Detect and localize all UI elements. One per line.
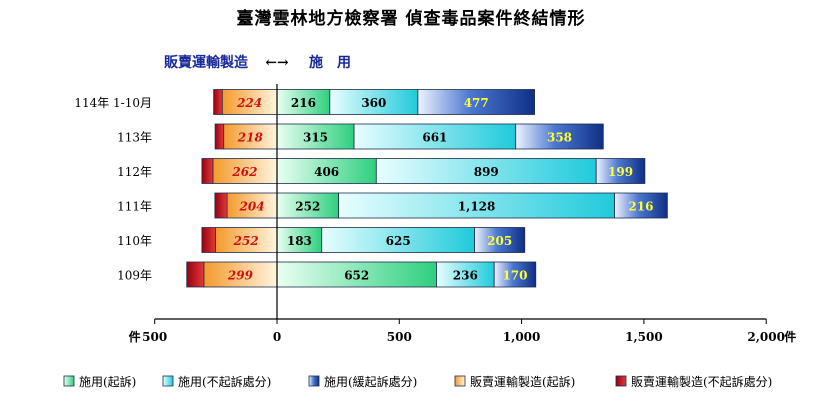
- data-label: 224: [236, 96, 262, 110]
- data-label: 899: [474, 165, 499, 179]
- legend-swatch: [63, 375, 75, 387]
- data-label: 218: [237, 131, 264, 145]
- bar-segment: [375, 158, 597, 184]
- bar-segment: [515, 123, 604, 150]
- bar-segment: [338, 192, 615, 219]
- data-label: 170: [502, 269, 527, 283]
- data-label: 199: [608, 165, 633, 179]
- bar-segment: [276, 123, 355, 150]
- x-axis: 500 0 500 1,000 1,500 2,000件件: [129, 318, 796, 344]
- legend-entry: 施用(不起訴處分): [178, 374, 271, 389]
- tick-label: 500: [142, 330, 167, 344]
- bar-segment: [321, 227, 476, 253]
- bar-segment: [223, 123, 278, 150]
- data-label: 661: [422, 131, 447, 145]
- bar-segment: [329, 89, 419, 115]
- bar-segment: [436, 261, 495, 288]
- direction-arrow: ←→: [265, 55, 289, 71]
- legend-entry: 施用(起訴): [79, 374, 136, 389]
- axis-unit-right: 件: [784, 329, 796, 344]
- category-label: 113年: [117, 131, 152, 145]
- bar-segment: [212, 158, 278, 184]
- category-label: 112年: [117, 165, 152, 179]
- data-label: 360: [361, 96, 386, 110]
- category-label: 109年: [117, 269, 152, 283]
- data-label: 477: [464, 96, 489, 110]
- tick-label: 1,500: [625, 330, 663, 344]
- chart-title: 臺灣雲林地方檢察署 偵查毒品案件終結情形: [236, 9, 586, 29]
- bar-segment: [276, 192, 340, 219]
- bar-segment: [201, 227, 216, 253]
- data-label: 204: [239, 200, 265, 214]
- bar-segment: [214, 192, 228, 219]
- tick-label: 500: [387, 330, 412, 344]
- bar-segment: [493, 261, 537, 288]
- data-label: 315: [303, 131, 328, 145]
- bars-layer: 114年 1-10月 216 360 477 224 113年 315 661 358 218 11…: [74, 84, 668, 319]
- data-label: 216: [291, 96, 316, 110]
- legend-swatch: [454, 375, 466, 387]
- bar-segment: [417, 89, 535, 115]
- data-label: 652: [344, 269, 369, 283]
- bar-segment: [213, 89, 223, 115]
- direction-label-right: 施 用: [309, 54, 351, 71]
- tick-label: 1,000: [503, 330, 541, 344]
- data-label: 205: [487, 234, 512, 248]
- data-label: 252: [233, 234, 259, 248]
- bar-segment: [214, 123, 225, 150]
- bar-segment: [186, 261, 205, 288]
- data-label: 216: [628, 200, 653, 214]
- category-label: 111年: [117, 200, 152, 214]
- legend-entry: 販賣運輸製造(起訴): [470, 374, 575, 389]
- direction-label-left: 販賣運輸製造: [164, 54, 248, 71]
- bar-segment: [201, 158, 214, 184]
- data-label: 625: [386, 234, 411, 248]
- legend: 施用(起訴) 施用(不起訴處分) 施用(緩起訴處分) 販賣運輸製造(起訴) 販賣運輸製造…: [63, 374, 772, 389]
- bar-segment: [595, 158, 646, 184]
- data-label: 252: [295, 200, 320, 214]
- legend-swatch: [615, 375, 627, 387]
- legend-swatch: [308, 375, 320, 387]
- legend-entry: 施用(緩起訴處分): [324, 374, 417, 389]
- bar-segment: [614, 192, 668, 219]
- tick-label: 2,000: [747, 330, 785, 344]
- legend-swatch: [162, 375, 174, 387]
- tick-label: 0: [273, 330, 281, 344]
- bar-segment: [474, 227, 526, 253]
- data-label: 299: [227, 269, 254, 283]
- data-label: 262: [231, 165, 257, 179]
- bar-segment: [276, 158, 377, 184]
- category-label: 110年: [117, 234, 152, 248]
- data-label: 236: [453, 269, 478, 283]
- legend-entry: 販賣運輸製造(不起訴處分): [631, 374, 772, 389]
- category-label: 114年 1-10月: [74, 96, 152, 110]
- data-label: 1,128: [458, 200, 496, 214]
- axis-unit-left: 件: [129, 329, 141, 344]
- bar-segment: [353, 123, 517, 150]
- data-label: 358: [547, 131, 572, 145]
- data-label: 406: [314, 165, 339, 179]
- data-label: 183: [287, 234, 312, 248]
